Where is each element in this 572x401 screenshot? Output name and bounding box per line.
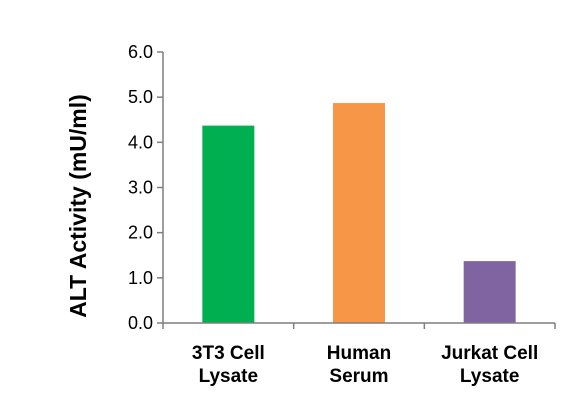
y-tick-label: 3.0	[128, 178, 153, 198]
y-tick-label: 6.0	[128, 42, 153, 62]
y-tick-label: 4.0	[128, 132, 153, 152]
bar	[463, 261, 516, 323]
x-category-label: Lysate	[199, 366, 259, 387]
bar	[333, 103, 385, 323]
y-axis-title: ALT Activity (mU/ml)	[65, 94, 91, 318]
y-tick-label: 1.0	[128, 268, 153, 288]
x-category-label: Serum	[329, 366, 388, 387]
x-category-label: 3T3 Cell	[192, 343, 265, 364]
bar	[202, 125, 255, 323]
x-category-label: Lysate	[460, 366, 520, 387]
x-category-label: Human	[327, 343, 391, 364]
y-axis: 0.0 1.0 2.0 3.0 4.0 5.0 6.0	[128, 42, 164, 333]
x-category-label: Jurkat Cell	[441, 343, 538, 364]
y-tick-label: 0.0	[128, 313, 153, 333]
y-tick-label: 2.0	[128, 223, 153, 243]
plot-area	[202, 103, 516, 323]
y-tick-label: 5.0	[128, 87, 153, 107]
